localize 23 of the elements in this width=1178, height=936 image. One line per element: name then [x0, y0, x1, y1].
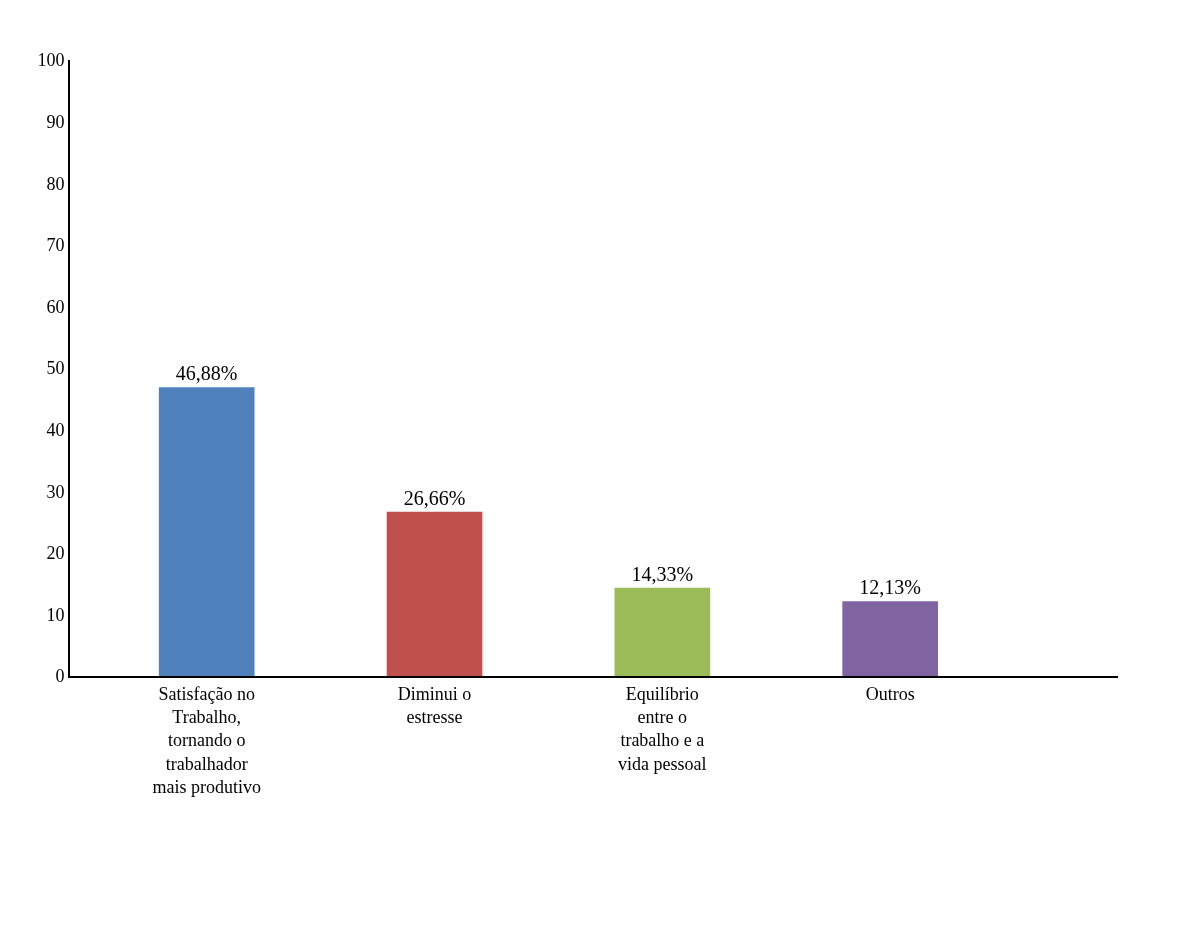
- x-tick-label: Satisfação no Trabalho, tornando o trabalhador mais produtivo: [152, 683, 261, 798]
- bar: [842, 601, 939, 676]
- y-tick-label: 10: [46, 604, 65, 625]
- x-tick-label: Diminui o estresse: [397, 683, 472, 727]
- y-tick-label: 30: [46, 481, 65, 502]
- x-tick-label: Outros: [865, 683, 915, 704]
- y-tick-label: 60: [46, 296, 65, 317]
- data-label: 12,13%: [859, 576, 922, 599]
- y-tick-label: 50: [46, 358, 65, 379]
- y-tick-label: 90: [46, 111, 65, 132]
- bar: [614, 587, 711, 676]
- y-tick-label: 40: [46, 419, 65, 440]
- data-label: 14,33%: [631, 562, 694, 585]
- data-label: 26,66%: [403, 486, 466, 509]
- y-tick-label: 100: [37, 50, 65, 71]
- bar: [158, 387, 255, 676]
- x-tick-label: Equilíbrio entre o trabalho e a vida pessoal: [618, 683, 707, 774]
- bar: [386, 511, 483, 676]
- data-label: 46,88%: [175, 362, 238, 385]
- y-tick-label: 70: [46, 235, 65, 256]
- y-tick-label: 0: [55, 666, 65, 687]
- y-tick-label: 20: [46, 543, 65, 564]
- y-tick-label: 80: [46, 173, 65, 194]
